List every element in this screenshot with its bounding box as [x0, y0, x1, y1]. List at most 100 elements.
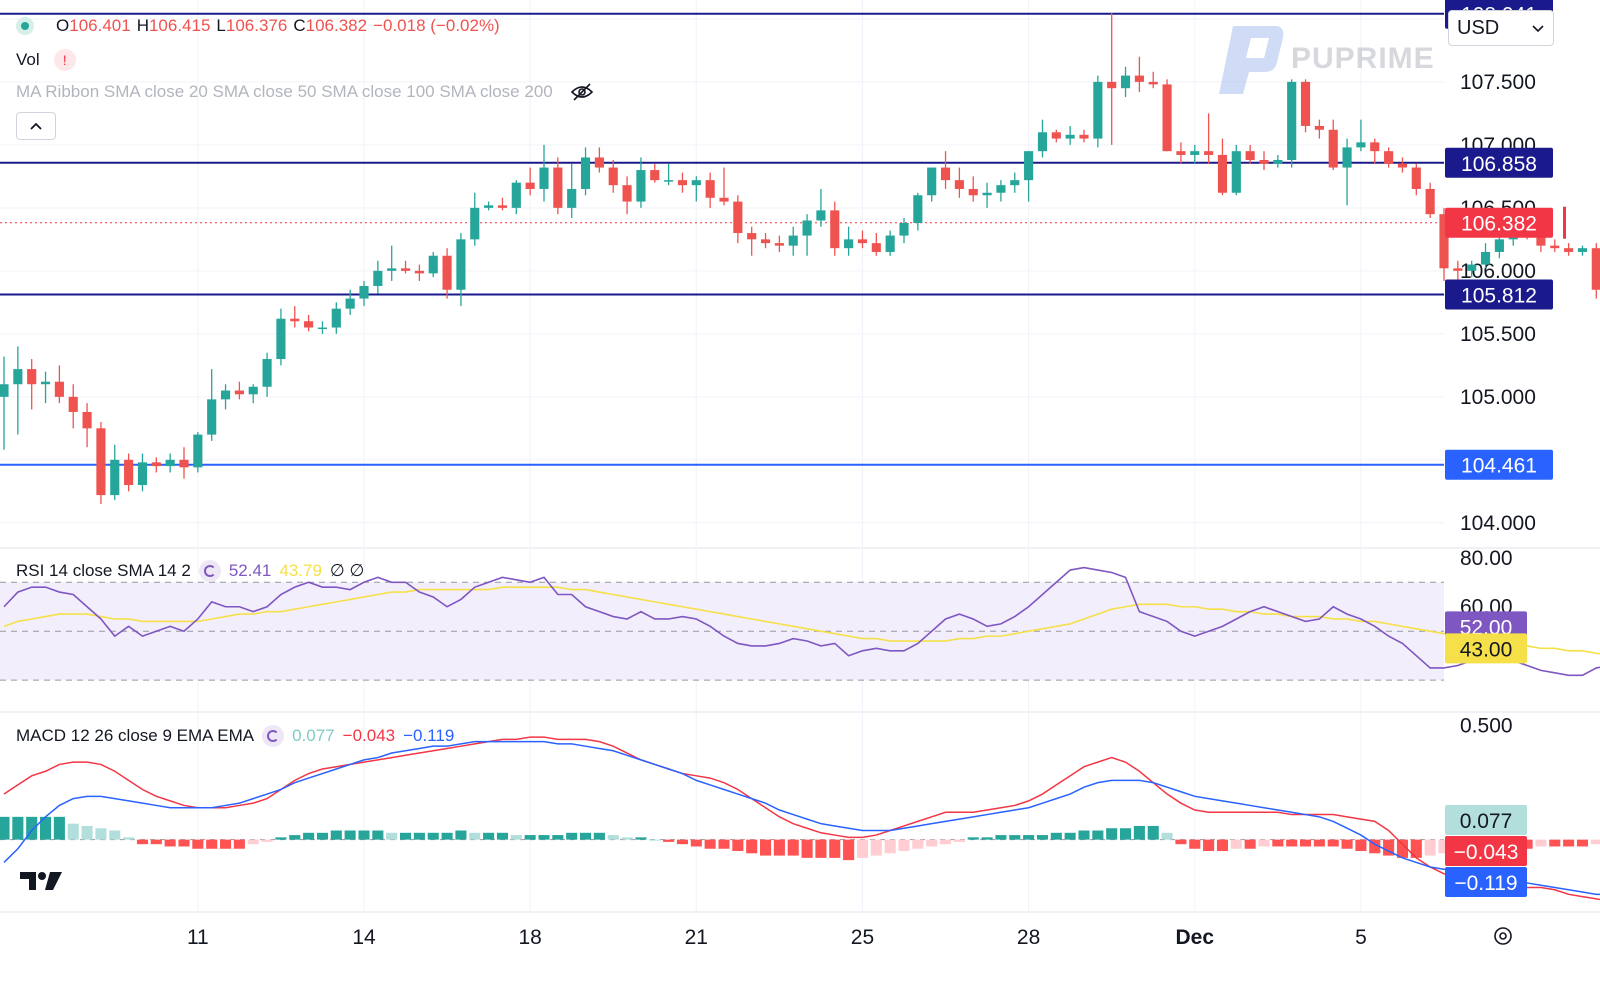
- macd-histogram-value: 0.077: [292, 726, 335, 745]
- macd-histogram-bar: [566, 832, 578, 840]
- macd-histogram-bar: [1438, 839, 1450, 854]
- candle-body: [1176, 151, 1186, 155]
- candle-body: [1494, 239, 1504, 252]
- macd-histogram-bar: [275, 837, 287, 840]
- macd-histogram-bar: [496, 832, 508, 840]
- volume-legend[interactable]: Vol !: [16, 49, 76, 71]
- candle-body: [705, 180, 715, 198]
- candle-body: [940, 167, 951, 181]
- macd-histogram-bar: [109, 830, 121, 840]
- candle-body: [82, 411, 92, 429]
- candle-body: [1314, 125, 1324, 130]
- candle-body: [802, 220, 812, 236]
- candle-body: [1577, 248, 1588, 252]
- candle-body: [456, 239, 466, 290]
- macd-histogram-bar: [81, 825, 93, 840]
- candle-body: [774, 243, 784, 246]
- logo-text: PUPRIME: [1291, 42, 1435, 75]
- macd-value-label: −0.043: [1454, 841, 1519, 864]
- currency-selector[interactable]: USD: [1448, 10, 1554, 46]
- macd-histogram-bar: [12, 816, 24, 840]
- candle-body: [193, 434, 203, 468]
- macd-histogram-bar: [469, 832, 481, 840]
- rsi-axis-label: 80.00: [1460, 547, 1513, 570]
- macd-histogram-bar: [1147, 825, 1159, 840]
- candle-body: [137, 462, 148, 486]
- candle-body: [1328, 129, 1338, 168]
- macd-histogram-bar: [1244, 839, 1256, 849]
- candle-body: [1093, 81, 1103, 139]
- rsi-legend[interactable]: RSI 14 close SMA 14 2 52.41 43.79 ∅ ∅: [16, 560, 364, 582]
- candle-body: [373, 270, 383, 286]
- macd-histogram-bar: [67, 823, 79, 840]
- macd-line-value: −0.043: [342, 726, 396, 745]
- settings-gear-icon[interactable]: [1491, 924, 1515, 948]
- ohlc-high-label: H: [136, 16, 149, 35]
- market-status-icon: [16, 17, 34, 35]
- candle-body: [525, 182, 535, 189]
- warning-icon[interactable]: !: [53, 49, 76, 71]
- macd-histogram-bar: [967, 837, 979, 840]
- candle-body: [1439, 214, 1449, 269]
- currency-value: USD: [1457, 17, 1500, 39]
- macd-title: MACD 12 26 close 9 EMA EMA: [16, 726, 255, 745]
- macd-histogram-bar: [580, 832, 592, 840]
- time-axis-label: 18: [518, 926, 541, 949]
- candle-body: [788, 235, 798, 246]
- macd-histogram-bar: [247, 839, 259, 845]
- candle-body: [1051, 132, 1061, 139]
- macd-histogram-bar: [676, 839, 688, 845]
- refresh-icon[interactable]: [198, 560, 221, 582]
- time-axis-label: 21: [685, 926, 708, 949]
- macd-histogram-bar: [870, 839, 882, 856]
- last-price-badge: [1445, 207, 1553, 238]
- macd-histogram-bar: [1286, 839, 1298, 847]
- macd-histogram-bar: [552, 835, 564, 840]
- candle-body: [331, 308, 341, 328]
- macd-histogram-bar: [787, 839, 799, 856]
- candle-body: [567, 188, 577, 208]
- macd-value-badge: [1445, 836, 1527, 866]
- rsi-band-fill: [0, 582, 1444, 681]
- candle-body: [1120, 75, 1131, 89]
- ma-ribbon-legend[interactable]: MA Ribbon SMA close 20 SMA close 50 SMA …: [16, 82, 595, 102]
- refresh-icon[interactable]: [262, 725, 285, 747]
- macd-histogram-bar: [26, 816, 38, 840]
- candle-body: [1024, 151, 1034, 181]
- candle-body: [927, 167, 937, 196]
- macd-histogram-bar: [607, 835, 619, 840]
- candle-body: [220, 390, 231, 400]
- candle-body: [594, 157, 604, 168]
- last-price-marker: [1563, 206, 1566, 239]
- collapse-legend-button[interactable]: [16, 112, 56, 140]
- candle-body: [1037, 132, 1048, 152]
- candle-body: [1342, 147, 1352, 168]
- macd-axis-label: 0.500: [1460, 715, 1513, 738]
- macd-histogram-bar: [1133, 825, 1145, 840]
- candle-body: [664, 180, 674, 182]
- candle-body: [359, 285, 369, 299]
- candle-body: [414, 270, 424, 274]
- tradingview-logo-icon: [20, 872, 62, 890]
- macd-histogram-bar: [898, 839, 910, 852]
- candle-body: [553, 167, 563, 208]
- macd-legend[interactable]: MACD 12 26 close 9 EMA EMA 0.077 −0.043 …: [16, 725, 454, 747]
- macd-value-label: 0.077: [1460, 810, 1513, 833]
- hidden-eye-icon[interactable]: [569, 82, 595, 102]
- candle-body: [1384, 151, 1394, 164]
- macd-signal-value: −0.119: [403, 726, 455, 745]
- ohlc-legend: O 106.401 H 106.415 L 106.376 C 106.382 −0.0…: [16, 16, 500, 36]
- macd-histogram-bar: [524, 835, 536, 840]
- macd-histogram-bar: [192, 839, 204, 849]
- macd-histogram-bar: [1300, 839, 1312, 847]
- candle-body: [885, 235, 895, 252]
- candle-body: [1425, 188, 1435, 215]
- time-axis-label: 28: [1017, 926, 1040, 949]
- macd-histogram-bar: [1120, 828, 1132, 840]
- candle-body: [1536, 235, 1546, 246]
- macd-histogram-bar: [261, 839, 273, 842]
- macd-histogram-bar: [940, 839, 952, 845]
- rsi-value: 52.41: [228, 561, 272, 580]
- macd-histogram-bar: [386, 832, 398, 840]
